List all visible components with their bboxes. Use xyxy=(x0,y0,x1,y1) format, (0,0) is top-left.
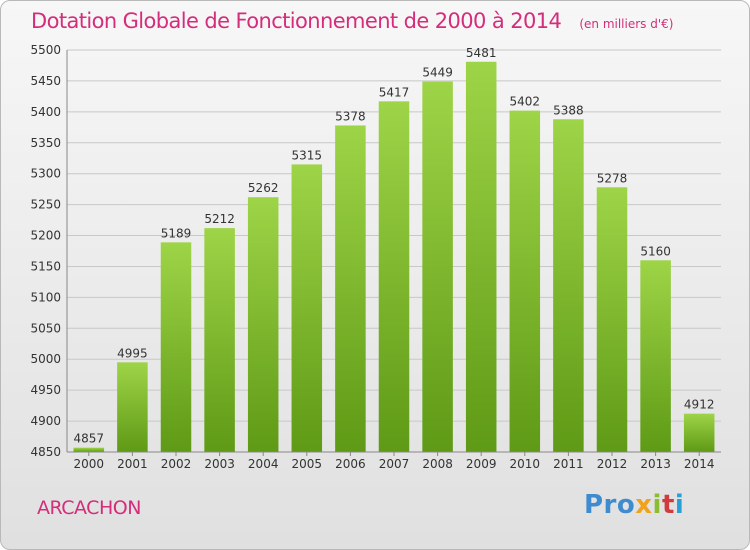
bar xyxy=(291,164,323,452)
y-tick-label: 5450 xyxy=(30,74,61,88)
x-tick-label: 2014 xyxy=(684,457,715,471)
x-tick-label: 2006 xyxy=(335,457,366,471)
y-tick-label: 5300 xyxy=(30,167,61,181)
x-tick-label: 2011 xyxy=(553,457,584,471)
x-tick-label: 2002 xyxy=(161,457,192,471)
y-tick-label: 5150 xyxy=(30,259,61,273)
bar xyxy=(204,228,235,452)
town-name: ARCACHON xyxy=(37,497,141,519)
bar-value-label: 5449 xyxy=(422,66,453,80)
x-tick-label: 2000 xyxy=(74,457,105,471)
bar-value-label: 5402 xyxy=(510,95,541,109)
bars: 4857 4995 5189 5212 5262 5315 5378 5417 5449 5481… xyxy=(73,46,715,453)
chart-title: Dotation Globale de Fonctionnement de 20… xyxy=(31,9,673,33)
bar xyxy=(465,61,497,453)
logo-part-2: x xyxy=(635,490,653,520)
y-tick-label: 5500 xyxy=(30,43,61,57)
bar-value-label: 5262 xyxy=(248,181,279,195)
x-tick-label: 2013 xyxy=(640,457,671,471)
bar-value-label: 5212 xyxy=(204,212,235,226)
proxiti-logo[interactable]: Proxiti xyxy=(584,490,684,520)
bar xyxy=(509,110,541,453)
x-tick-label: 2004 xyxy=(248,457,279,471)
bar xyxy=(378,101,410,452)
y-tick-label: 4900 xyxy=(30,414,61,428)
x-tick-label: 2007 xyxy=(379,457,410,471)
bar xyxy=(247,197,279,452)
bar-value-label: 5278 xyxy=(597,171,628,185)
logo-part-4: t xyxy=(661,490,675,520)
y-tick-label: 4850 xyxy=(30,445,61,459)
y-tick-label: 5050 xyxy=(30,321,61,335)
y-tick-label: 5400 xyxy=(30,105,61,119)
y-axis: 4850 4900 4950 5000 5050 5100 5150 5200 5250 5300… xyxy=(30,43,68,459)
y-tick-label: 5100 xyxy=(30,290,61,304)
bar-value-label: 5417 xyxy=(379,85,410,99)
x-tick-label: 2009 xyxy=(466,457,497,471)
x-axis: 2000 2001 2002 2003 2004 2005 2006 2007 2008 2009… xyxy=(67,451,721,471)
bar-value-label: 5315 xyxy=(292,148,323,162)
bar-value-label: 4912 xyxy=(684,398,715,412)
bar xyxy=(683,413,715,452)
bar xyxy=(160,242,192,452)
bar-value-label: 4995 xyxy=(117,346,148,360)
y-tick-label: 5250 xyxy=(30,198,61,212)
bar xyxy=(422,81,453,453)
y-tick-label: 4950 xyxy=(30,383,61,397)
y-tick-label: 5200 xyxy=(30,229,61,243)
bar xyxy=(640,260,671,452)
bar xyxy=(117,362,148,452)
x-tick-label: 2010 xyxy=(510,457,541,471)
x-tick-label: 2001 xyxy=(117,457,148,471)
logo-part-3: i xyxy=(652,490,662,520)
chart-subtitle: (en milliers d'€) xyxy=(579,17,674,31)
bar xyxy=(553,119,584,452)
bar-value-label: 5481 xyxy=(466,46,497,60)
logo-part-1: Pro xyxy=(584,490,636,520)
y-tick-label: 5000 xyxy=(30,352,61,366)
bar-value-label: 5378 xyxy=(335,109,366,123)
x-tick-label: 2005 xyxy=(292,457,323,471)
chart-title-text: Dotation Globale de Fonctionnement de 20… xyxy=(31,9,562,33)
x-tick-label: 2003 xyxy=(204,457,235,471)
bar-value-label: 4857 xyxy=(74,432,105,446)
bar xyxy=(335,125,366,453)
bar-value-label: 5388 xyxy=(553,103,584,117)
logo-part-5: i xyxy=(674,490,685,520)
y-tick-label: 5350 xyxy=(30,136,61,150)
x-tick-label: 2008 xyxy=(422,457,453,471)
bar-value-label: 5189 xyxy=(161,226,192,240)
bar xyxy=(596,187,628,452)
bar-value-label: 5160 xyxy=(640,244,671,258)
x-tick-label: 2012 xyxy=(597,457,628,471)
bar xyxy=(73,447,105,452)
